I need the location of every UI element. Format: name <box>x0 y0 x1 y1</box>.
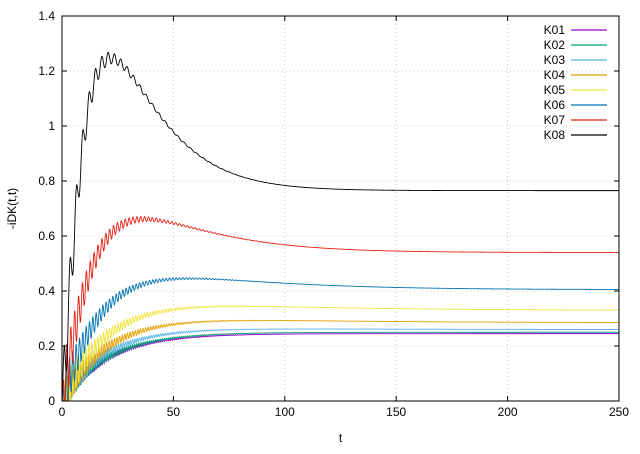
x-tick-label: 250 <box>609 405 629 419</box>
legend-label-k05: K05 <box>544 83 566 97</box>
legend-label-k08: K08 <box>544 128 566 142</box>
x-tick-label: 100 <box>275 405 295 419</box>
series-line-k08 <box>61 51 619 402</box>
legend-label-k01: K01 <box>544 23 566 37</box>
y-tick-label: 1.4 <box>38 9 55 23</box>
legend-label-k03: K03 <box>544 53 566 67</box>
y-axis-label: -iDK(t,t) <box>5 188 19 229</box>
x-tick-label: 0 <box>59 405 66 419</box>
series-line-k03 <box>61 328 619 402</box>
y-tick-label: 0.8 <box>38 174 55 188</box>
legend-label-k02: K02 <box>544 38 566 52</box>
y-tick-label: 0 <box>48 394 55 408</box>
series-line-k02 <box>61 331 619 402</box>
legend-label-k06: K06 <box>544 98 566 112</box>
y-tick-label: 1.2 <box>38 64 55 78</box>
y-tick-label: 0.6 <box>38 229 55 243</box>
legend-label-k04: K04 <box>544 68 566 82</box>
x-tick-label: 50 <box>167 405 181 419</box>
series-line-k06 <box>61 277 619 402</box>
y-tick-label: 0.4 <box>38 284 55 298</box>
x-tick-label: 150 <box>386 405 406 419</box>
series-line-k04 <box>61 319 619 402</box>
series-line-k05 <box>61 305 619 402</box>
grid-lines <box>62 16 619 401</box>
axis-ticks: 0 50 100 150 200 250 0 0.2 0.4 0.6 0.8 1 1.2 1.4 <box>38 9 629 419</box>
series-line-k01 <box>61 333 619 402</box>
y-tick-label: 0.2 <box>38 339 55 353</box>
legend-label-k07: K07 <box>544 113 566 127</box>
series-layer <box>61 51 619 402</box>
x-tick-label: 200 <box>498 405 518 419</box>
series-line-k07 <box>61 216 619 402</box>
x-axis-label: t <box>339 431 343 445</box>
plot-frame <box>61 15 620 402</box>
y-tick-label: 1 <box>48 119 55 133</box>
